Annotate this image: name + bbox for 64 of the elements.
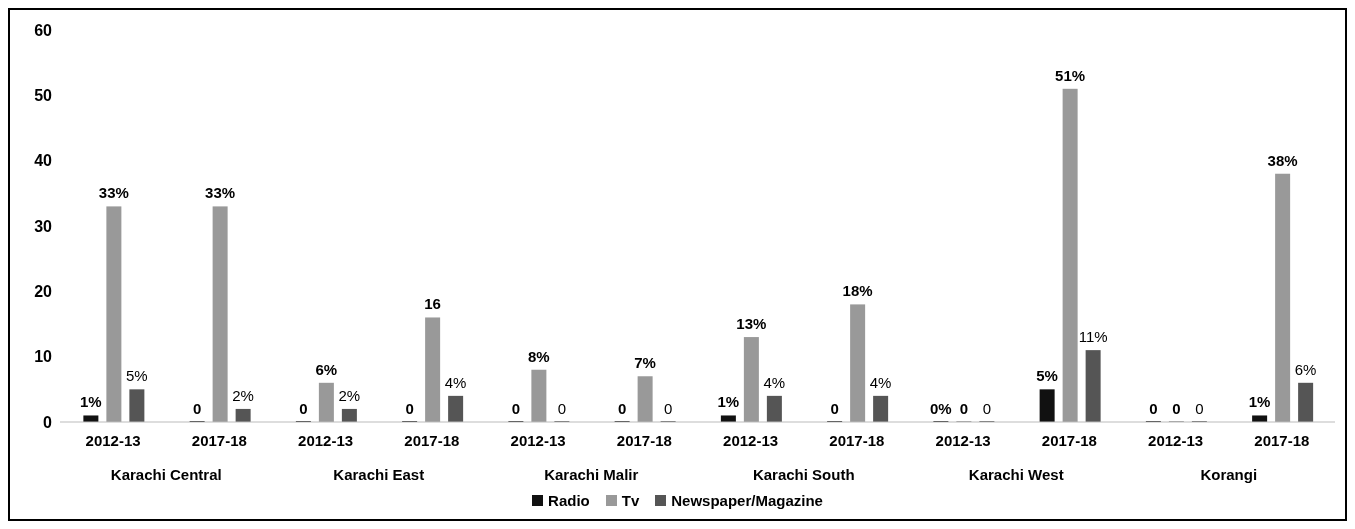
x-tick-label: 2017-18 [1041,432,1097,449]
text: Karachi South [752,466,855,483]
data-label: 5% [126,367,148,385]
data-label: 4% [444,373,467,391]
data-label: 0 [405,400,414,417]
data-label: 0 [1195,400,1204,417]
text: Karachi West [968,466,1064,483]
text: Karachi East [333,466,425,483]
data-label: 11% [1078,328,1108,346]
legend-label: Tv [620,492,640,509]
text: Karachi Malir [544,466,639,483]
data-label: 1% [80,393,102,411]
data-label: 51% [1055,66,1086,84]
data-label: 0 [557,400,567,417]
data-label: 13% [736,315,767,333]
y-tick-label: 10 [34,348,53,366]
data-label: 16 [424,295,441,313]
data-label: 4% [869,373,892,391]
data-label: 6% [315,360,338,378]
data-label: 2% [338,386,361,404]
y-tick-label: 40 [34,152,53,170]
data-label: 0 [192,400,202,417]
data-label: 0 [1149,400,1158,417]
x-tick-label: 2017-18 [1254,432,1310,449]
x-tick-label: 2017-18 [616,432,672,449]
data-label: 0 [663,400,673,417]
x-tick-label: 2012-13 [85,432,141,449]
data-label: 18% [842,282,873,300]
data-label: 0 [959,400,969,417]
x-tick-label: 2017-18 [191,432,247,449]
x-tick-label: 2017-18 [404,432,460,449]
data-label: 6% [1294,360,1317,378]
data-label: 0 [299,400,308,417]
data-label: 38% [1267,151,1298,169]
y-tick-label: 0 [43,413,53,431]
x-tick-label: 2012-13 [298,432,354,449]
data-label: 0 [511,400,521,417]
y-tick-label: 30 [34,217,53,235]
y-tick-label: 50 [34,87,53,105]
x-tick-label: 2017-18 [829,432,885,449]
data-label: 0 [830,400,839,417]
data-label: 8% [528,347,550,365]
y-tick-label: 60 [34,21,53,39]
data-label: 0 [617,400,627,417]
data-label: 0 [1172,400,1181,417]
x-tick-label: 2012-13 [935,432,991,449]
data-label: 1% [1248,393,1271,411]
x-tick-label: 2012-13 [1148,432,1204,449]
data-label: 33% [205,184,236,202]
data-label: 33% [98,184,129,202]
legend-label: Radio [547,492,590,509]
text: Karachi Central [110,466,222,483]
data-label: 5% [1036,367,1058,385]
data-label: 7% [634,354,656,372]
x-tick-label: 2012-13 [510,432,566,449]
data-label: 0% [930,400,952,417]
x-tick-label: 2012-13 [723,432,779,449]
text: Korangi [1200,466,1258,483]
data-label: 0 [982,400,992,417]
data-label: 1% [717,393,740,411]
y-tick-label: 20 [34,283,53,301]
data-label: 4% [763,373,786,391]
legend-label: Newspaper/Magazine [670,492,823,509]
data-label: 2% [232,386,254,404]
